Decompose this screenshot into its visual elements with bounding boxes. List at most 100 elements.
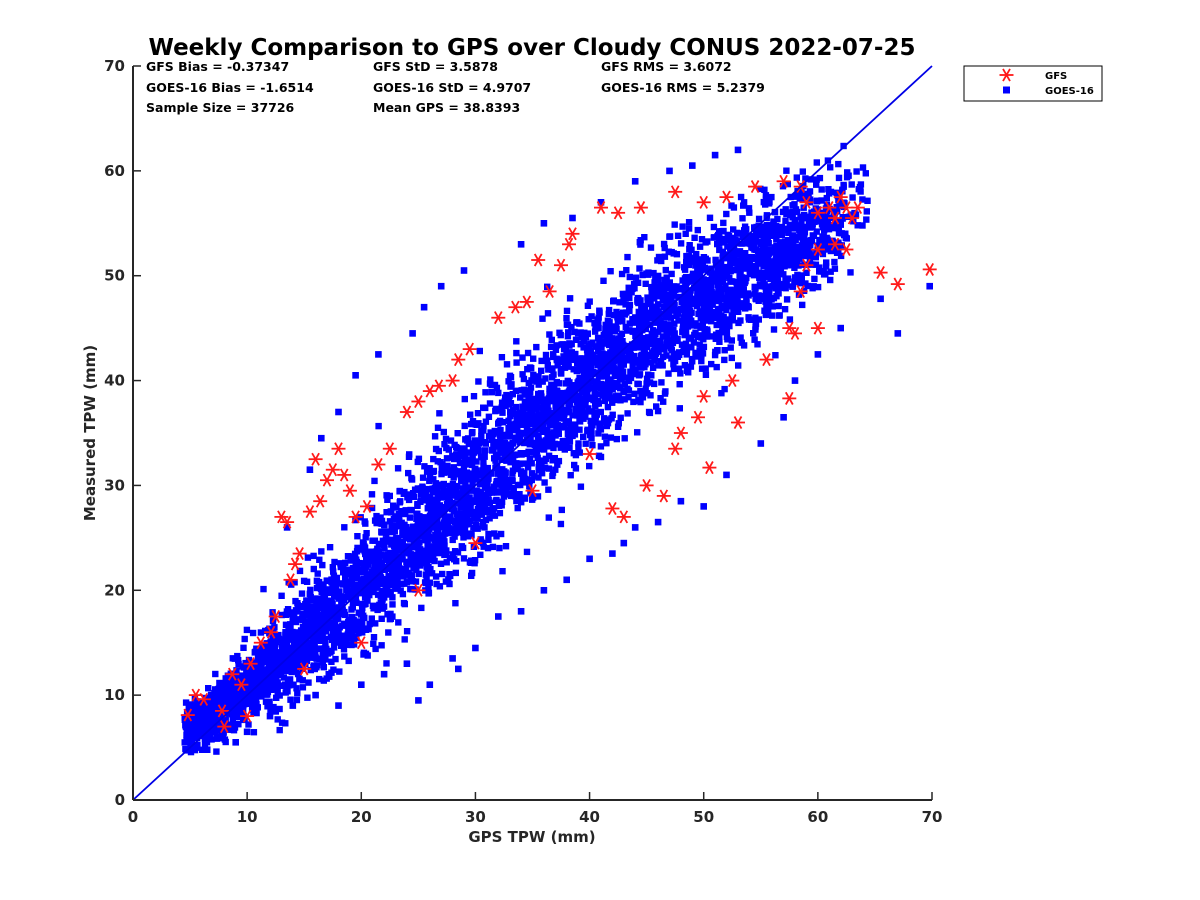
- goes16-cloud-point: [710, 234, 717, 241]
- goes16-cloud-point: [606, 331, 613, 338]
- goes16-cloud-point: [811, 208, 818, 215]
- goes16-cloud-point: [259, 675, 266, 682]
- goes16-cloud-point: [766, 246, 773, 253]
- goes16-cloud-point: [576, 374, 583, 382]
- goes16-cloud-point: [408, 474, 415, 482]
- goes16-cloud-point: [188, 739, 195, 746]
- goes16-cloud-point: [699, 299, 706, 307]
- goes16-cloud-point: [539, 315, 546, 322]
- goes16-cloud-point: [509, 440, 517, 447]
- goes16-cloud-point: [783, 167, 790, 174]
- goes16-cloud-point: [430, 468, 437, 476]
- goes16-cloud-point: [434, 458, 441, 465]
- goes16-cloud-point: [763, 301, 770, 308]
- gfs-points-layer: [180, 174, 937, 734]
- goes16-cloud-point: [736, 257, 743, 264]
- goes16-cloud-point: [283, 651, 290, 658]
- goes16-cloud-point: [660, 240, 668, 248]
- goes16-cloud-point: [383, 492, 390, 499]
- goes16-cloud-point: [802, 252, 810, 260]
- goes16-cloud-point: [281, 641, 289, 649]
- goes16-cloud-point: [772, 273, 779, 280]
- goes16-cloud-point: [482, 418, 490, 425]
- goes16-cloud-point: [716, 240, 723, 247]
- goes16-cloud-point: [277, 671, 285, 679]
- goes16-cloud-point: [792, 206, 800, 213]
- goes16-cloud-point: [385, 572, 392, 580]
- goes16-cloud-point: [811, 252, 818, 259]
- asterisk-stroke: [311, 452, 320, 466]
- goes16-cloud-point: [375, 422, 382, 430]
- goes16-cloud-point: [747, 240, 754, 248]
- goes16-cloud-point: [488, 447, 496, 454]
- goes16-cloud-point: [461, 446, 468, 454]
- goes16-cloud-point: [725, 288, 732, 295]
- goes16-cloud-point: [783, 296, 791, 303]
- goes16-cloud-point: [542, 396, 549, 403]
- goes16-cloud-point: [830, 224, 837, 232]
- goes16-cloud-point: [563, 307, 571, 315]
- goes16-cloud-point: [776, 312, 783, 319]
- goes16-cloud-point: [439, 570, 446, 578]
- goes16-cloud-point: [569, 396, 576, 403]
- goes16-cloud-point: [377, 574, 385, 581]
- goes16-cloud-point: [609, 399, 616, 406]
- goes16-cloud-point: [690, 339, 697, 346]
- goes16-cloud-point: [631, 285, 638, 292]
- goes16-cloud-point: [502, 394, 509, 401]
- goes16-cloud-point: [642, 385, 649, 392]
- gfs-point: [320, 473, 334, 487]
- goes16-cloud-point: [425, 585, 432, 592]
- goes16-cloud-point: [759, 295, 766, 303]
- goes16-cloud-point: [646, 409, 654, 417]
- goes16-cloud-point: [633, 338, 640, 345]
- goes16-cloud-point: [335, 626, 342, 634]
- goes16-cloud-point: [521, 398, 529, 405]
- goes16-cloud-point: [618, 353, 626, 360]
- goes16-cloud-point: [437, 560, 445, 567]
- goes16-cloud-point: [399, 546, 407, 553]
- goes16-cloud-point: [563, 441, 570, 448]
- goes16-cloud-point: [514, 460, 521, 467]
- goes16-cloud-point: [395, 619, 402, 626]
- goes16-cloud-point: [582, 440, 589, 447]
- goes16-cloud-point: [429, 548, 436, 555]
- goes16-cloud-point: [362, 534, 369, 541]
- goes16-cloud-point: [863, 208, 870, 215]
- goes16-cloud-point: [484, 544, 492, 552]
- goes16-cloud-point: [292, 618, 300, 626]
- goes16-cloud-point: [557, 369, 565, 376]
- goes16-cloud-point: [434, 424, 442, 431]
- goes16-cloud-point: [284, 606, 292, 613]
- goes16-cloud-point: [552, 432, 559, 439]
- goes16-cloud-point: [383, 591, 391, 598]
- goes16-cloud-point: [565, 418, 572, 425]
- goes16-cloud-point: [441, 441, 448, 448]
- goes16-cloud-point: [647, 298, 654, 305]
- goes16-cloud-point: [404, 494, 411, 501]
- goes16-cloud-point: [642, 280, 649, 287]
- goes16-cloud-point: [577, 483, 585, 490]
- goes16-cloud-point: [523, 411, 530, 419]
- goes16-cloud-point: [696, 341, 703, 348]
- goes16-cloud-point: [552, 398, 559, 405]
- goes16-point: [426, 681, 434, 688]
- goes16-cloud-point: [216, 679, 223, 687]
- goes16-cloud-point: [528, 421, 535, 428]
- goes16-cloud-point: [453, 558, 460, 565]
- goes16-cloud-point: [580, 370, 588, 378]
- goes16-cloud-point: [608, 379, 615, 387]
- asterisk-stroke: [328, 463, 338, 477]
- goes16-cloud-point: [355, 622, 362, 629]
- goes16-cloud-point: [363, 530, 370, 537]
- goes16-cloud-point: [309, 604, 316, 611]
- goes16-cloud-point: [385, 629, 392, 636]
- goes16-cloud-point: [303, 611, 310, 619]
- goes16-cloud-point: [684, 323, 692, 330]
- goes16-cloud-point: [442, 528, 449, 535]
- goes16-cloud-point: [469, 453, 476, 460]
- goes16-cloud-point: [406, 451, 413, 458]
- goes16-cloud-point: [599, 392, 606, 399]
- goes16-cloud-point: [662, 266, 669, 274]
- goes16-cloud-point: [637, 398, 644, 406]
